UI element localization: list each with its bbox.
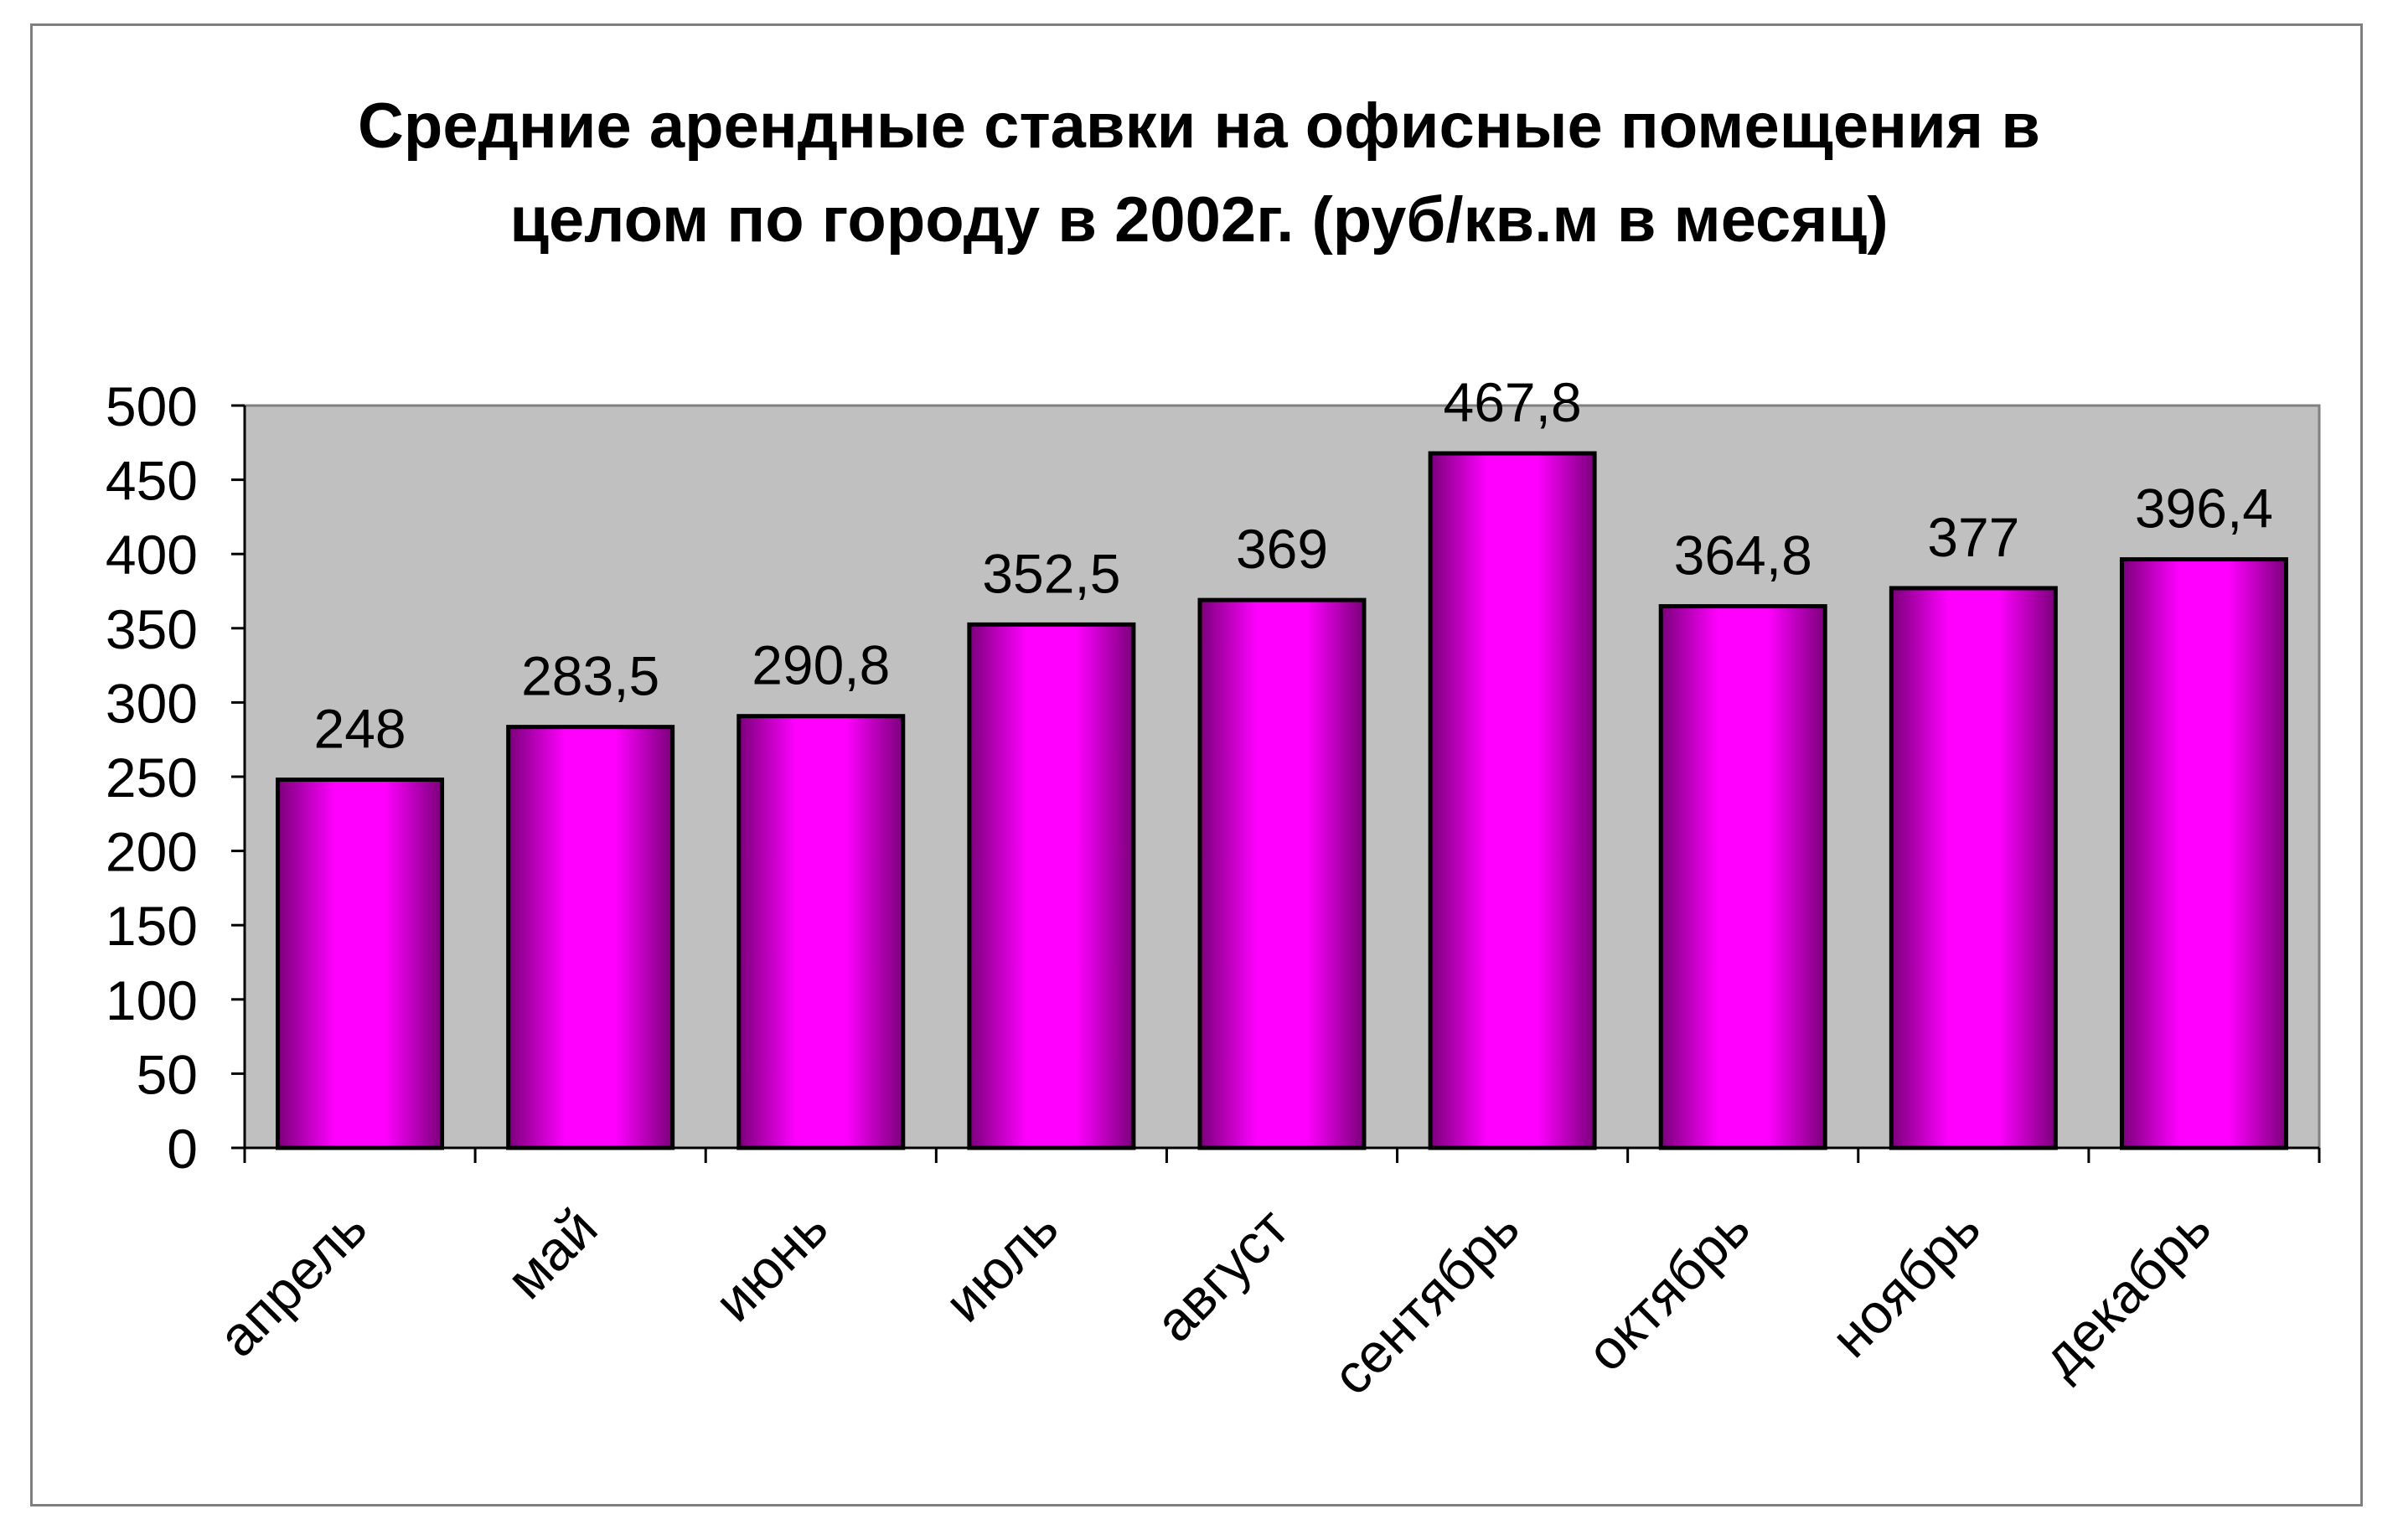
bar <box>967 622 1136 1150</box>
data-label: 352,5 <box>982 542 1120 604</box>
y-tick-label: 50 <box>137 1043 198 1105</box>
bar <box>736 714 906 1150</box>
y-tick-label: 450 <box>106 450 198 512</box>
x-tick-label: октябрь <box>1574 1196 1761 1383</box>
x-tick-label: ноябрь <box>1819 1196 1992 1369</box>
x-tick-label: декабрь <box>2029 1196 2222 1389</box>
data-label: 290,8 <box>752 634 890 696</box>
x-tick-label: август <box>1143 1196 1300 1354</box>
y-tick-label: 100 <box>106 969 198 1031</box>
bar <box>276 778 445 1150</box>
data-label: 377 <box>1927 506 2019 568</box>
data-label: 248 <box>313 698 406 760</box>
bar <box>506 725 675 1150</box>
x-tick-label: июль <box>933 1196 1070 1334</box>
y-tick-label: 500 <box>106 375 198 437</box>
y-tick-label: 350 <box>106 598 198 660</box>
y-tick-label: 200 <box>106 821 198 883</box>
data-label: 283,5 <box>521 645 659 707</box>
chart-title-line-1: Средние арендные ставки на офисные помещ… <box>358 90 2040 162</box>
bar <box>1889 586 2058 1150</box>
data-label: 369 <box>1236 518 1328 580</box>
bar <box>2119 557 2288 1150</box>
y-tick-label: 150 <box>106 895 198 957</box>
y-tick-label: 400 <box>106 524 198 586</box>
chart-title: Средние арендные ставки на офисные помещ… <box>0 80 2398 267</box>
x-tick-label: апрель <box>206 1196 378 1368</box>
y-tick-label: 250 <box>106 747 198 809</box>
y-tick-label: 0 <box>167 1118 198 1180</box>
chart-title-line-2: целом по городу в 2002г. (руб/кв.м в мес… <box>509 184 1889 256</box>
x-tick-label: июнь <box>702 1196 839 1333</box>
bar <box>1197 597 1367 1150</box>
data-label: 364,8 <box>1674 525 1812 587</box>
data-label: 467,8 <box>1444 371 1582 433</box>
x-tick-label: май <box>494 1196 608 1310</box>
y-tick-label: 300 <box>106 672 198 734</box>
bar <box>1428 451 1597 1150</box>
x-tick-label: сентябрь <box>1320 1196 1531 1407</box>
data-label: 396,4 <box>2135 478 2273 540</box>
bar <box>1658 604 1827 1150</box>
